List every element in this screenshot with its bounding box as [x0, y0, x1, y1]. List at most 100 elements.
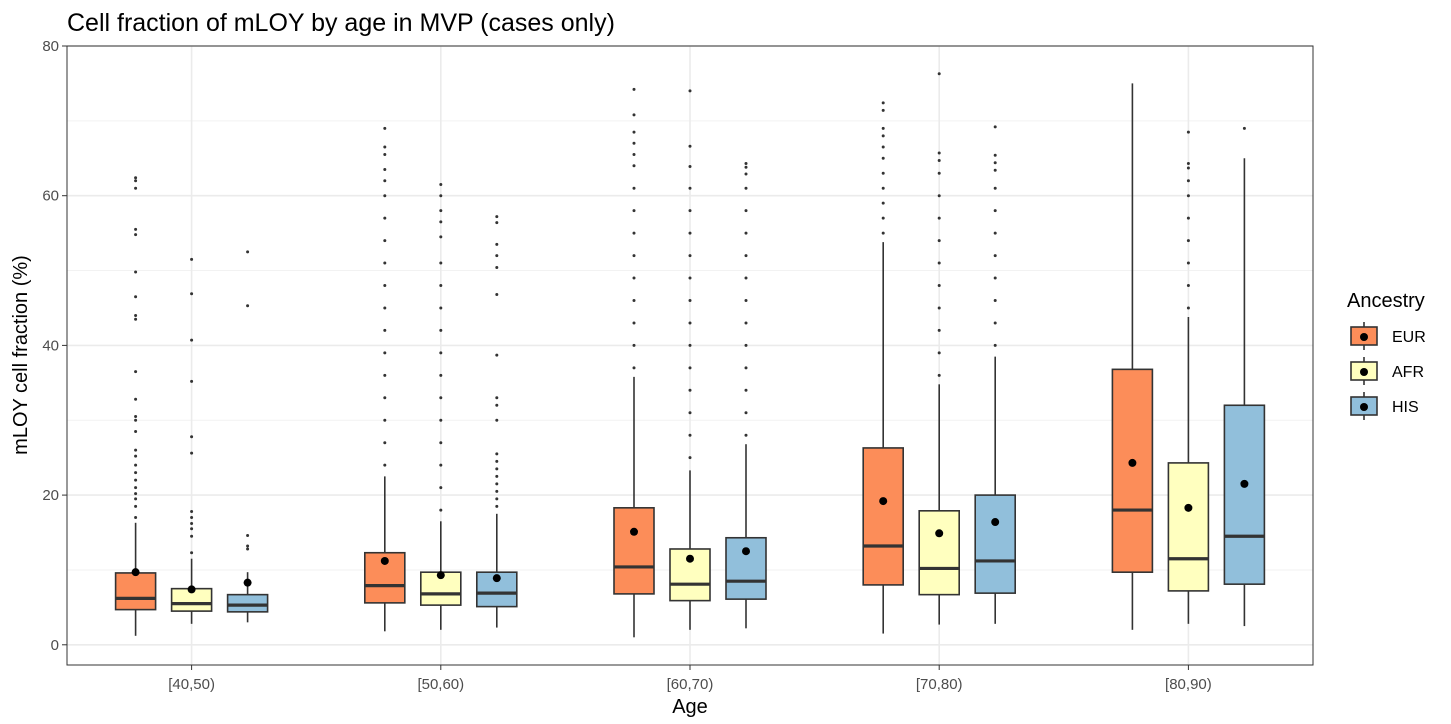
- mean-point: [187, 585, 196, 594]
- outlier-point: [383, 194, 387, 198]
- outlier-point: [937, 373, 941, 377]
- x-tick-label: [50,60): [417, 676, 464, 693]
- outlier-point: [744, 343, 748, 347]
- outlier-point: [439, 194, 443, 198]
- outlier-point: [134, 176, 138, 180]
- outlier-point: [439, 463, 443, 467]
- outlier-point: [744, 321, 748, 325]
- outlier-point: [632, 254, 636, 258]
- outlier-point: [993, 168, 997, 172]
- outlier-point: [134, 454, 138, 458]
- outlier-point: [439, 209, 443, 213]
- outlier-point: [744, 388, 748, 392]
- outlier-point: [937, 171, 941, 175]
- outlier-point: [937, 72, 941, 76]
- outlier-point: [993, 276, 997, 280]
- outlier-point: [246, 250, 250, 254]
- box-iqr: [725, 536, 767, 600]
- outlier-point: [881, 134, 885, 138]
- outlier-point: [134, 516, 138, 520]
- box-iqr: [1111, 368, 1154, 573]
- legend-title: Ancestry: [1347, 290, 1425, 312]
- outlier-point: [688, 366, 692, 370]
- outlier-point: [495, 474, 499, 478]
- mean-point: [879, 497, 888, 506]
- outlier-point: [495, 482, 499, 486]
- outlier-point: [134, 478, 138, 482]
- outlier-point: [190, 527, 194, 531]
- outlier-point: [1186, 239, 1190, 243]
- outlier-point: [881, 216, 885, 220]
- outlier-point: [495, 266, 499, 270]
- y-axis-title: mLOY cell fraction (%): [10, 255, 32, 455]
- mean-point: [1184, 503, 1193, 512]
- outlier-point: [744, 254, 748, 258]
- mean-point: [1128, 458, 1137, 467]
- outlier-point: [1186, 194, 1190, 198]
- outlier-point: [134, 448, 138, 452]
- box-his: [974, 125, 1017, 624]
- mean-point: [991, 518, 1000, 527]
- box-his: [226, 250, 269, 623]
- outlier-point: [632, 231, 636, 235]
- box-iqr: [475, 571, 518, 608]
- box-afr: [669, 89, 711, 630]
- box-eur: [1111, 83, 1154, 630]
- outlier-point: [383, 126, 387, 130]
- outlier-point: [190, 435, 194, 439]
- outlier-point: [632, 153, 636, 157]
- outlier-point: [881, 231, 885, 235]
- outlier-point: [495, 215, 499, 219]
- box-iqr: [862, 447, 905, 586]
- outlier-point: [632, 113, 636, 117]
- outlier-point: [383, 179, 387, 183]
- outlier-point: [688, 231, 692, 235]
- outlier-point: [744, 172, 748, 176]
- outlier-point: [134, 492, 138, 496]
- data-layer: [114, 72, 1266, 638]
- box-afr: [918, 72, 961, 625]
- box-eur: [363, 126, 406, 632]
- outlier-point: [495, 489, 499, 493]
- outlier-point: [383, 396, 387, 400]
- legend-item-afr: AFR: [1350, 357, 1424, 385]
- outlier-point: [688, 254, 692, 258]
- outlier-point: [439, 220, 443, 224]
- box-iqr: [613, 507, 655, 595]
- outlier-point: [134, 179, 138, 183]
- outlier-point: [993, 161, 997, 165]
- outlier-point: [744, 186, 748, 190]
- outlier-point: [190, 516, 194, 520]
- outlier-point: [632, 164, 636, 168]
- outlier-point: [383, 216, 387, 220]
- outlier-point: [134, 317, 138, 321]
- outlier-point: [993, 321, 997, 325]
- outlier-point: [383, 261, 387, 265]
- y-tick-label: 60: [42, 188, 59, 205]
- outlier-point: [495, 459, 499, 463]
- outlier-point: [937, 261, 941, 265]
- outlier-point: [190, 257, 194, 261]
- x-tick-label: [70,80): [916, 676, 963, 693]
- outlier-point: [383, 373, 387, 377]
- outlier-point: [632, 366, 636, 370]
- mean-point: [243, 578, 252, 587]
- outlier-point: [383, 418, 387, 422]
- outlier-point: [632, 321, 636, 325]
- outlier-point: [881, 126, 885, 130]
- outlier-point: [632, 276, 636, 280]
- outlier-point: [383, 168, 387, 172]
- legend: Ancestry EUR AFR HIS: [1347, 290, 1426, 420]
- outlier-point: [937, 306, 941, 310]
- outlier-point: [1242, 126, 1246, 130]
- outlier-point: [190, 510, 194, 514]
- outlier-point: [688, 298, 692, 302]
- box-iqr: [114, 572, 157, 611]
- x-axis-title: Age: [672, 696, 708, 718]
- outlier-point: [993, 254, 997, 258]
- outlier-point: [744, 366, 748, 370]
- outlier-point: [881, 186, 885, 190]
- y-tick-label: 40: [42, 337, 59, 354]
- outlier-point: [744, 165, 748, 169]
